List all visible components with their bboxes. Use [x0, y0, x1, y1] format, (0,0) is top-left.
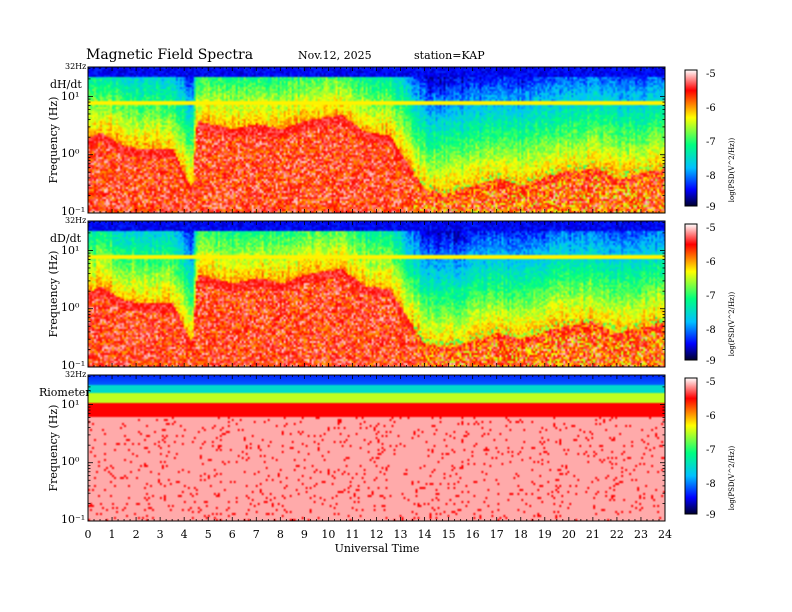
x-tick-label: 3: [157, 528, 164, 541]
top-label: 32Hz: [65, 216, 86, 225]
panel-dd-dt: dD/dt 32Hz Frequency (Hz) 10¹ 10⁰ 10⁻¹: [47, 216, 666, 372]
x-tick-label: 22: [610, 528, 624, 541]
colorbar-tick: -9: [706, 356, 716, 367]
station-label: station=KAP: [414, 49, 485, 62]
spectrogram-dd-dt: [88, 221, 665, 367]
colorbar-tick: -5: [706, 223, 716, 234]
y-tick-label: 10⁰: [61, 455, 80, 468]
colorbar-label: log(PSD(V^2/Hz)): [728, 137, 736, 202]
panel-label-dd-dt: dD/dt: [50, 232, 82, 245]
colorbar-gradient: [684, 377, 698, 515]
x-tick-label: 20: [562, 528, 576, 541]
x-tick-label: 13: [394, 528, 408, 541]
colorbar-dh-dt: -5 -6 -7 -8 -9 log(PSD(V^2/Hz)): [684, 69, 736, 213]
x-tick-label: 16: [466, 528, 480, 541]
x-tick-label: 19: [538, 528, 552, 541]
colorbar-tick: -9: [706, 202, 716, 213]
y-axis-label: Frequency (Hz): [47, 405, 60, 492]
colorbar-gradient: [684, 223, 698, 361]
y-axis-label: Frequency (Hz): [47, 251, 60, 338]
panel-riometer: Riometer 32Hz Frequency (Hz) 10¹ 10⁰ 10⁻…: [39, 370, 666, 526]
y-tick-label: 10¹: [61, 90, 79, 103]
y-axis-label: Frequency (Hz): [47, 97, 60, 184]
colorbar-tick: -6: [706, 257, 716, 268]
y-tick-label: 10¹: [61, 398, 79, 411]
x-axis-label: Universal Time: [335, 542, 420, 555]
spectrogram-dh-dt: [88, 67, 665, 213]
y-tick-label: 10⁰: [61, 147, 80, 160]
x-tick-label: 1: [109, 528, 116, 541]
colorbar-tick: -8: [706, 479, 716, 490]
x-tick-label: 8: [277, 528, 284, 541]
colorbar-tick: -6: [706, 103, 716, 114]
colorbar-label: log(PSD(V^2/Hz)): [728, 291, 736, 356]
y-tick-label: 10⁻¹: [61, 359, 85, 372]
colorbar-label: log(PSD(V^2/Hz)): [728, 445, 736, 510]
x-tick-label: 7: [253, 528, 260, 541]
y-tick-label: 10¹: [61, 244, 79, 257]
spectrogram-riometer: [88, 375, 665, 521]
x-tick-label: 15: [442, 528, 456, 541]
colorbar-gradient: [684, 69, 698, 207]
colorbar-tick: -6: [706, 411, 716, 422]
colorbar-tick: -5: [706, 69, 716, 80]
colorbar-tick: -7: [706, 291, 716, 302]
x-tick-label: 11: [345, 528, 359, 541]
x-tick-label: 12: [370, 528, 384, 541]
x-tick-label: 6: [229, 528, 236, 541]
x-tick-label: 17: [490, 528, 504, 541]
colorbar-tick: -8: [706, 325, 716, 336]
x-tick-label: 14: [418, 528, 432, 541]
y-tick-label: 10⁻¹: [61, 513, 85, 526]
colorbar-tick: -7: [706, 137, 716, 148]
chart-title: Magnetic Field Spectra: [86, 47, 253, 63]
colorbar-tick: -7: [706, 445, 716, 456]
date-label: Nov.12, 2025: [298, 49, 372, 62]
colorbar-riometer: -5 -6 -7 -8 -9 log(PSD(V^2/Hz)): [684, 377, 736, 521]
x-tick-label: 10: [321, 528, 335, 541]
x-tick-label: 5: [205, 528, 212, 541]
x-tick-label: 0: [85, 528, 92, 541]
x-tick-label: 24: [658, 528, 672, 541]
x-tick-label: 9: [301, 528, 308, 541]
y-tick-label: 10⁰: [61, 301, 80, 314]
x-tick-label: 4: [181, 528, 188, 541]
top-label: 32Hz: [65, 370, 86, 379]
panel-dh-dt: dH/dt 32Hz Frequency (Hz) 10¹ 10⁰ 10⁻¹: [47, 62, 666, 218]
x-tick-label: 23: [634, 528, 648, 541]
panel-label-dh-dt: dH/dt: [50, 78, 82, 91]
y-tick-label: 10⁻¹: [61, 205, 85, 218]
x-tick-label: 18: [514, 528, 528, 541]
top-label: 32Hz: [65, 62, 86, 71]
tick-marks: [87, 67, 666, 522]
colorbar-dd-dt: -5 -6 -7 -8 -9 log(PSD(V^2/Hz)): [684, 223, 736, 367]
panel-label-riometer: Riometer: [39, 386, 91, 399]
x-tick-label: 2: [133, 528, 140, 541]
colorbar-tick: -8: [706, 171, 716, 182]
x-tick-label: 21: [586, 528, 600, 541]
colorbar-tick: -9: [706, 510, 716, 521]
x-axis: 0 1 2 3 4 5 6 7 8 9 10 11 12 13 14 15 16 17 18 19 20 21 22 23 24: [85, 528, 673, 541]
colorbar-tick: -5: [706, 377, 716, 388]
